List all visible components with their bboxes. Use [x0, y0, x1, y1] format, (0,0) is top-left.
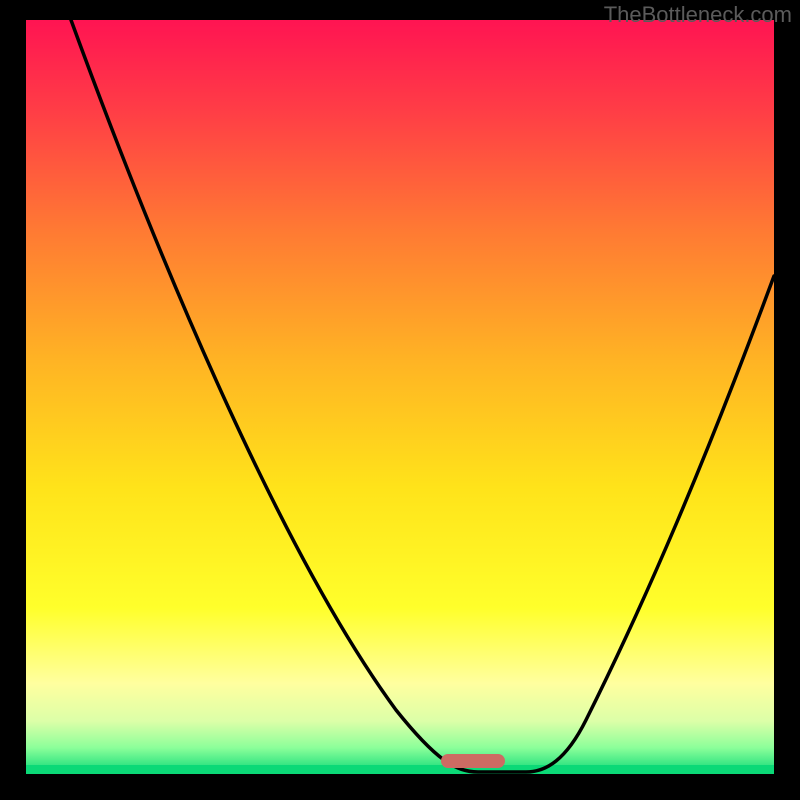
chart-frame: TheBottleneck.com [0, 0, 800, 800]
trough-marker [441, 754, 505, 768]
watermark-text: TheBottleneck.com [604, 2, 792, 28]
bottleneck-curve [26, 20, 774, 774]
curve-path [71, 20, 774, 772]
plot-area [26, 20, 774, 774]
